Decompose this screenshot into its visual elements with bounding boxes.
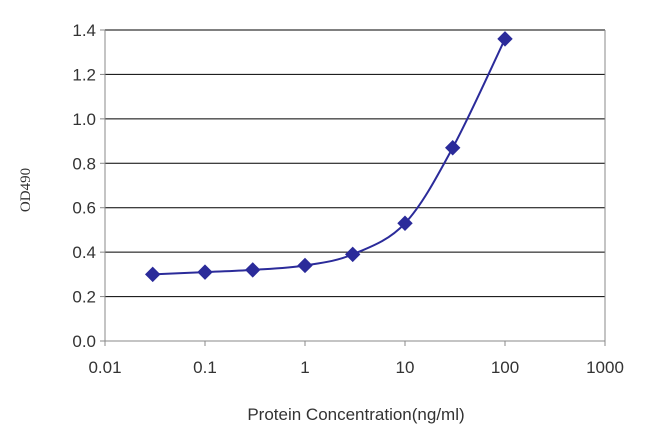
x-tick-label: 1000 <box>586 358 624 377</box>
y-tick-label: 0.6 <box>72 199 96 218</box>
x-tick-label: 100 <box>491 358 519 377</box>
y-tick-label: 1.0 <box>72 110 96 129</box>
data-point-marker <box>197 264 213 280</box>
data-point-marker <box>397 215 413 231</box>
x-axis-title: Protein Concentration(ng/ml) <box>247 405 464 424</box>
y-tick-label: 0.4 <box>72 243 96 262</box>
data-point-marker <box>245 262 261 278</box>
axis-layer <box>100 29 606 346</box>
data-point-marker <box>445 140 461 156</box>
x-tick-label: 1 <box>300 358 309 377</box>
series-layer <box>145 31 513 283</box>
data-point-marker <box>345 246 361 263</box>
x-tick-label: 0.01 <box>88 358 121 377</box>
y-axis-title: OD490 <box>18 168 34 212</box>
y-tick-label: 1.4 <box>72 21 96 40</box>
data-point-marker <box>297 257 313 274</box>
data-point-marker <box>497 31 513 47</box>
label-layer: 0.0 0.2 0.4 0.6 0.8 1.0 1.2 1.4 0.01 0.1 1 10 100 100… <box>72 21 624 377</box>
grid-layer <box>105 29 605 298</box>
y-tick-label: 1.2 <box>72 65 96 84</box>
x-tick-label: 10 <box>396 358 415 377</box>
y-tick-label: 0.2 <box>72 288 96 307</box>
data-point-marker <box>145 266 161 283</box>
x-tick-label: 0.1 <box>193 358 217 377</box>
y-tick-label: 0.8 <box>72 154 96 173</box>
y-tick-label: 0.0 <box>72 332 96 351</box>
